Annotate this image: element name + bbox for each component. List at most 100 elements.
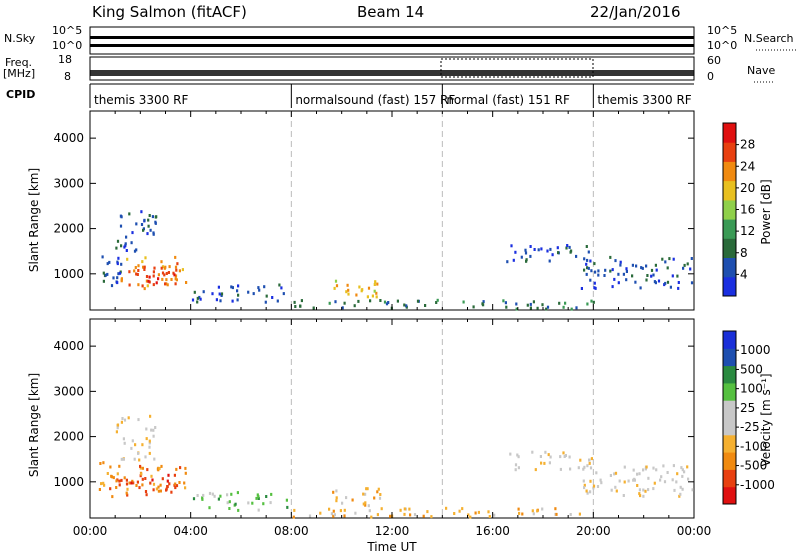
data-cell [285,498,288,502]
data-cell [557,251,560,255]
data-cell [146,284,149,288]
data-cell [549,455,552,459]
data-cell [170,278,173,281]
data-cell [445,506,448,510]
data-cell [611,285,614,289]
data-cell [531,450,534,454]
data-cell [673,488,676,492]
data-cell [580,287,583,290]
y-tick-label: 2000 [53,430,84,444]
data-cell [148,441,151,445]
data-cell [120,457,123,461]
data-cell [369,299,372,303]
data-cell [524,248,527,252]
data-cell [157,485,160,489]
data-cell [343,508,346,512]
data-cell [193,290,196,294]
data-cell [161,271,165,275]
power-colorbar: 4 8 12 16 20 24 28 [722,122,755,297]
data-cell [219,494,222,498]
data-cell [589,479,592,483]
data-cell [536,306,539,310]
data-cell [680,466,683,470]
data-cell [597,273,600,277]
data-cell [589,278,592,282]
data-cell [679,492,682,496]
data-cell [585,262,588,266]
data-cell [376,490,379,494]
data-cell [504,301,507,305]
data-cell [652,487,655,491]
data-cell [691,488,694,492]
data-cell [645,264,648,268]
colorbar-tick-label: -1000 [740,478,775,492]
data-cell [387,301,390,304]
colorbar-tick-label: 25 [740,401,755,415]
data-cell [592,300,595,304]
data-cell [614,485,617,489]
data-cell [123,476,126,480]
data-cell [645,278,648,282]
data-cell [653,280,656,284]
data-cell [135,484,138,487]
data-cell [385,302,389,306]
data-cell [152,283,155,287]
plot-frame [89,318,695,519]
data-cell [544,450,547,454]
freq-trace [90,70,694,76]
data-cell [159,483,162,487]
data-cell [589,466,593,470]
colorbar-swatch [723,486,736,505]
data-cell [151,478,154,482]
data-cell [138,458,141,462]
data-cell [133,457,136,461]
colorbar-swatch [723,331,736,349]
data-cell [226,501,229,505]
power-colorbar-label: Power [dB] [759,179,773,244]
data-cell [364,501,367,505]
nave-label: Nave [747,64,775,77]
data-cell [123,418,127,422]
data-cell [524,251,528,255]
data-cell [192,497,196,501]
colorbar-swatch [723,219,736,239]
data-cell [258,288,261,292]
data-cell [211,492,214,496]
data-cell [262,502,265,506]
data-cell [119,224,123,228]
data-cell [367,286,371,290]
data-cell [148,445,151,449]
data-cell [252,292,255,296]
data-cell [642,468,645,472]
data-cell [164,265,167,269]
data-cell [120,478,123,482]
data-cell [436,298,439,302]
data-cell [202,290,205,294]
data-cell [586,266,589,270]
data-cell [160,266,163,270]
data-cell [677,281,680,284]
data-cell [416,299,420,303]
data-cell [543,461,546,465]
data-cell [603,274,606,277]
data-cell [151,215,154,219]
data-cell [219,299,222,303]
data-cell [120,244,123,248]
data-cell [136,273,139,276]
data-cell [592,486,595,490]
data-cell [532,512,535,516]
data-cell [143,287,146,291]
data-cell [294,305,297,308]
data-cell [152,231,155,235]
nsky-frame [89,26,695,55]
colorbar-tick-label: 1000 [740,343,771,357]
data-cell [345,290,348,294]
data-cell [181,268,184,272]
data-cell [115,486,118,489]
data-cell [137,283,140,287]
data-cell [154,215,157,219]
colorbar-tick-label: -500 [740,459,767,473]
data-cell [611,268,614,272]
data-cell [131,479,134,483]
data-cell [102,279,105,283]
